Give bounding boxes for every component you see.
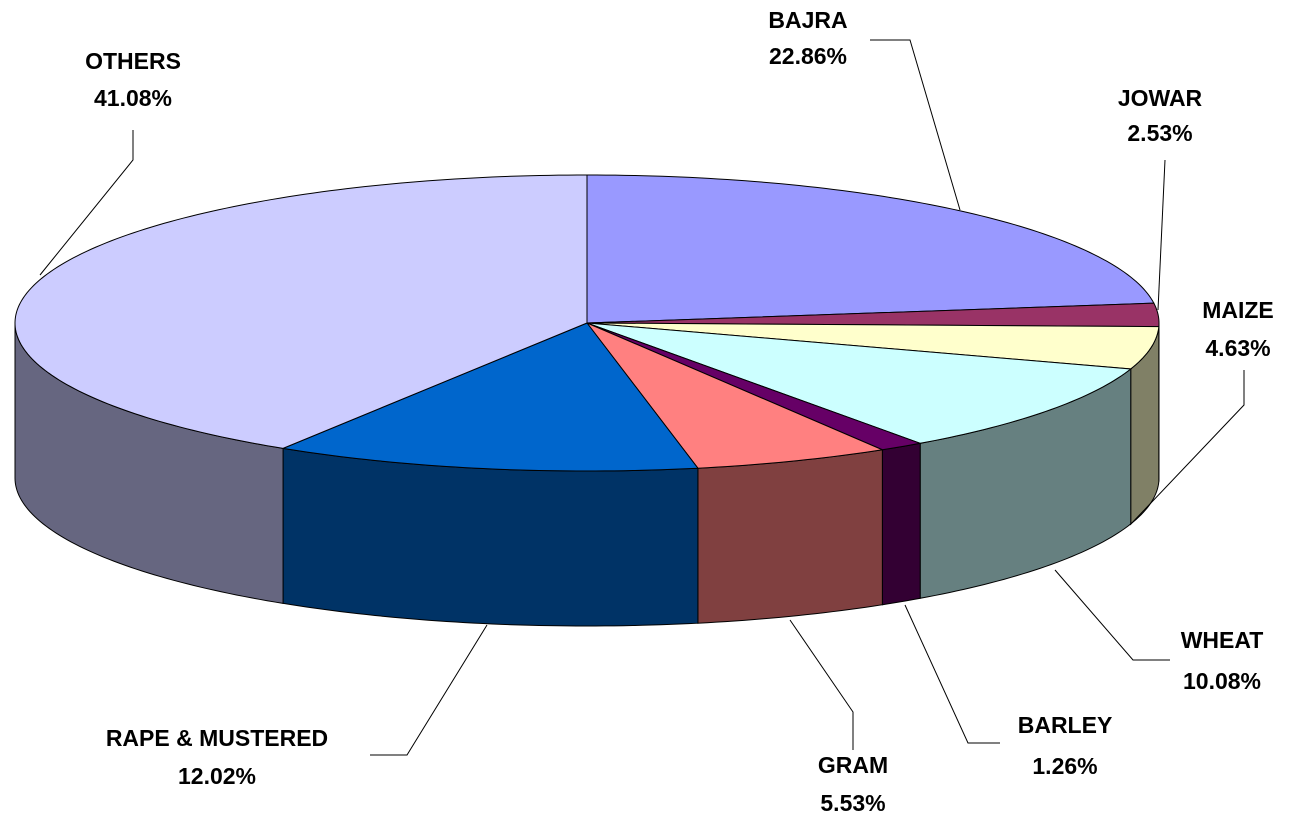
value-label: 4.63% <box>1205 335 1270 361</box>
pie-slice <box>586 174 1155 324</box>
slice-label: MAIZE <box>1202 297 1274 323</box>
leader-line <box>1054 569 1170 661</box>
leader-line <box>870 39 961 211</box>
slice-label: OTHERS <box>85 48 181 74</box>
value-label: 41.08% <box>94 85 172 111</box>
value-label: 22.86% <box>769 43 847 69</box>
pie-slice <box>586 322 1160 370</box>
slice-label: JOWAR <box>1118 85 1203 111</box>
slice-label: BAJRA <box>768 7 847 33</box>
value-label: 2.53% <box>1127 120 1192 146</box>
leader-line <box>1157 159 1166 311</box>
pie-slice <box>586 302 1160 328</box>
slice-label: RAPE & MUSTERED <box>106 725 328 751</box>
pie-slice <box>14 174 588 449</box>
slice-label: WHEAT <box>1181 627 1264 653</box>
pie-slice <box>586 322 923 451</box>
pie-side <box>881 442 921 606</box>
value-label: 5.53% <box>820 790 885 816</box>
value-label: 12.02% <box>178 763 256 789</box>
slice-label: BARLEY <box>1018 712 1113 738</box>
value-label: 10.08% <box>1183 668 1261 694</box>
pie-slice <box>586 322 1133 444</box>
leader-line <box>1129 370 1245 526</box>
leader-line <box>789 619 854 750</box>
value-label: 1.26% <box>1032 753 1097 779</box>
pie-side <box>697 449 883 624</box>
pie-side <box>282 447 699 627</box>
slice-label: GRAM <box>818 752 888 778</box>
leader-line <box>370 624 488 756</box>
pie-slice <box>281 322 699 472</box>
leader-line <box>904 604 1000 744</box>
pie-slice <box>585 321 885 469</box>
leader-line <box>39 130 134 276</box>
